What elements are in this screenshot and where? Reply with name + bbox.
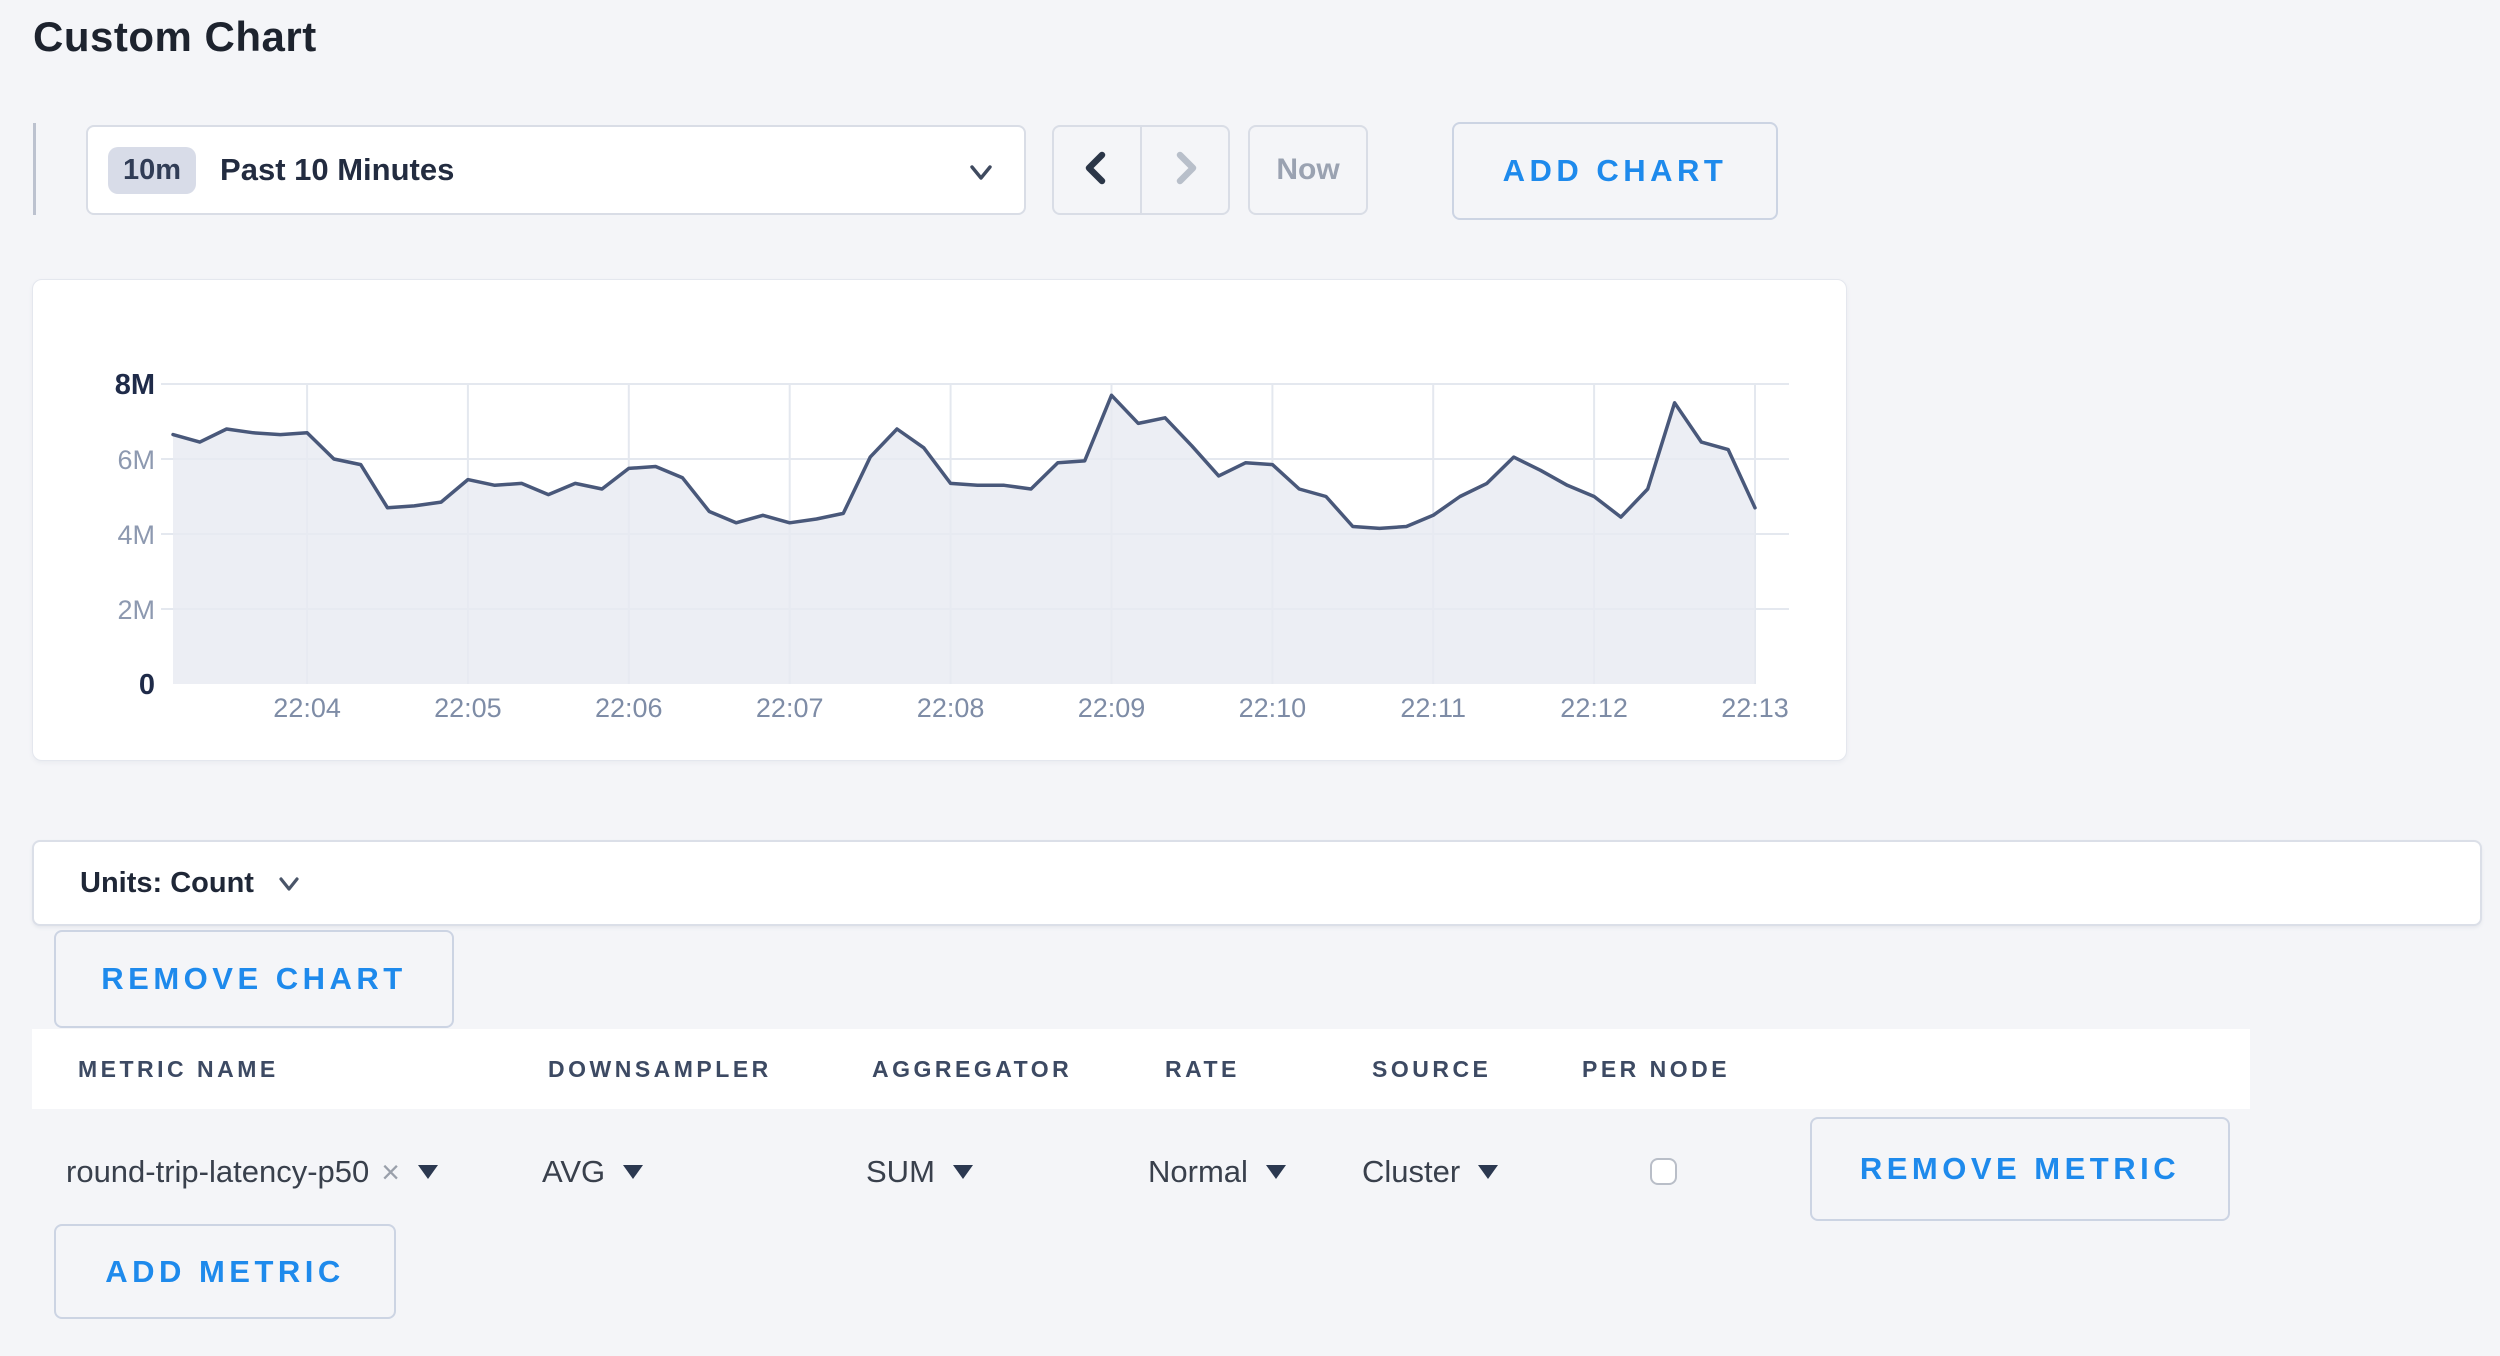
chart-panel: 0 2M 4M 6M 8M 22:04 22:05 22:06 22:07 22:08 22:09 2… [32,279,1847,761]
caret-down-icon [417,1165,438,1179]
remove-chart-button[interactable]: REMOVE CHART [54,930,454,1028]
caret-down-icon [952,1165,973,1179]
step-back-button[interactable] [1054,127,1140,213]
svg-text:22:08: 22:08 [917,693,985,723]
chevron-down-icon [964,155,998,194]
svg-text:22:09: 22:09 [1078,693,1146,723]
per-node-checkbox[interactable] [1650,1158,1677,1185]
units-select[interactable]: Units: Count [32,840,2482,926]
caret-down-icon [623,1165,644,1179]
time-step-buttons [1052,125,1230,215]
column-rate: RATE [1165,1055,1240,1082]
column-aggregator: AGGREGATOR [872,1055,1073,1082]
source-value: Cluster [1362,1154,1461,1189]
remove-metric-button[interactable]: REMOVE METRIC [1810,1117,2230,1221]
svg-text:2M: 2M [117,595,155,625]
column-metric-name: METRIC NAME [78,1055,279,1082]
column-per-node: PER NODE [1582,1055,1731,1082]
metrics-table-header: METRIC NAME DOWNSAMPLER AGGREGATOR RATE … [32,1029,2250,1109]
source-dropdown[interactable]: Cluster [1362,1140,1499,1204]
rate-dropdown[interactable]: Normal [1148,1140,1286,1204]
svg-text:8M: 8M [115,369,155,401]
chevron-right-icon [1163,146,1207,195]
svg-text:22:04: 22:04 [273,693,341,723]
remove-tag-icon[interactable]: × [381,1153,400,1190]
add-chart-button[interactable]: ADD CHART [1452,122,1778,220]
svg-text:22:12: 22:12 [1560,693,1628,723]
time-range-badge: 10m [108,146,197,194]
svg-text:4M: 4M [117,520,155,550]
rate-value: Normal [1148,1154,1248,1189]
time-range-label: Past 10 Minutes [220,152,455,187]
svg-text:22:05: 22:05 [434,693,502,723]
column-source: SOURCE [1372,1055,1492,1082]
page-title: Custom Chart [33,13,317,60]
units-label: Units: Count [80,866,254,899]
downsampler-value: AVG [542,1154,606,1189]
metric-name-dropdown[interactable]: round-trip-latency-p50 × [66,1140,438,1204]
svg-text:22:11: 22:11 [1400,693,1466,723]
time-range-select[interactable]: 10m Past 10 Minutes [86,125,1026,215]
aggregator-dropdown[interactable]: SUM [866,1140,973,1204]
toolbar-left-divider [33,123,36,215]
svg-text:22:13: 22:13 [1721,693,1789,723]
downsampler-dropdown[interactable]: AVG [542,1140,644,1204]
step-forward-button[interactable] [1142,127,1228,213]
svg-text:22:10: 22:10 [1239,693,1307,723]
column-downsampler: DOWNSAMPLER [548,1055,772,1082]
svg-text:0: 0 [139,669,155,701]
svg-text:22:07: 22:07 [756,693,824,723]
svg-text:6M: 6M [117,445,155,475]
add-metric-button[interactable]: ADD METRIC [54,1224,396,1319]
metric-name-value: round-trip-latency-p50 [66,1154,370,1189]
now-button[interactable]: Now [1248,125,1368,215]
chevron-left-icon [1075,146,1119,195]
aggregator-value: SUM [866,1154,935,1189]
chevron-down-icon [274,869,304,904]
caret-down-icon [1265,1165,1286,1179]
svg-text:22:06: 22:06 [595,693,663,723]
caret-down-icon [1478,1165,1499,1179]
metric-area-chart: 0 2M 4M 6M 8M 22:04 22:05 22:06 22:07 22:08 22:09 2… [115,369,1789,723]
arrow-divider [1140,127,1142,213]
